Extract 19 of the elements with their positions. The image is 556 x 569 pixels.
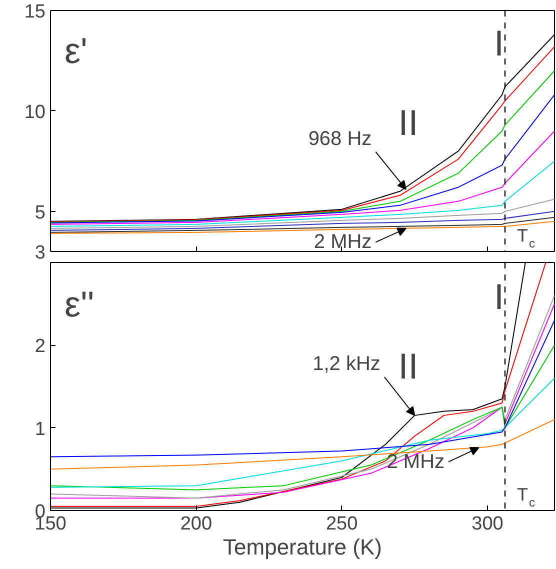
y-tick-label: 15 — [24, 2, 46, 22]
annotation: 1,2 kHz — [312, 352, 380, 375]
y-axis-title: ε'' — [64, 284, 94, 324]
x-axis-title: Temperature (K) — [223, 534, 382, 560]
y-axis-title: ε' — [64, 30, 88, 71]
annotation: 968 Hz — [308, 128, 372, 150]
x-tick-label: 250 — [326, 514, 358, 534]
y-tick-label: 1 — [34, 418, 46, 440]
annotation: II — [398, 102, 418, 144]
annotation: II — [398, 346, 418, 386]
annotation: 2 MHz — [314, 231, 372, 254]
y-tick-label: 5 — [34, 202, 46, 224]
annotation: I — [494, 276, 504, 318]
y-tick-label: 10 — [24, 102, 46, 123]
x-tick-label: 300 — [472, 514, 504, 534]
x-tick-label: 200 — [180, 514, 212, 534]
y-tick-label: 2 — [34, 336, 46, 358]
y-tick-label: 3 — [34, 242, 46, 264]
annotation: I — [494, 22, 504, 64]
